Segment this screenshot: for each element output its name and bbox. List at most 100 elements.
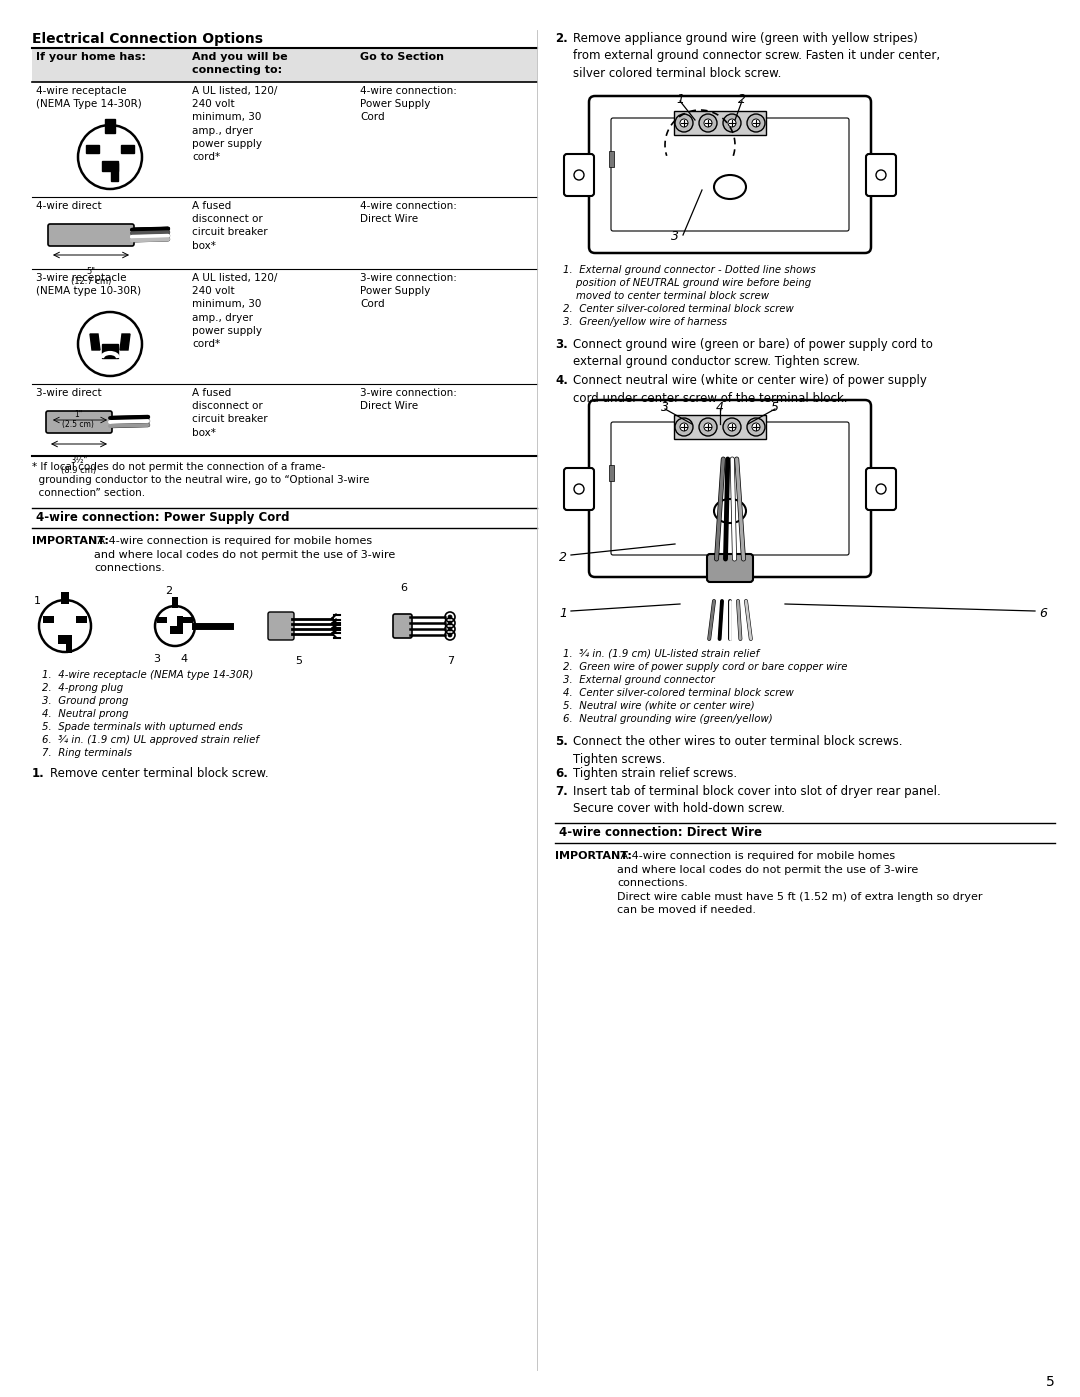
Text: 4: 4 xyxy=(716,401,724,414)
Text: 1.  4-wire receptacle (NEMA type 14-30R): 1. 4-wire receptacle (NEMA type 14-30R) xyxy=(42,671,254,680)
Polygon shape xyxy=(120,334,130,351)
Text: 2: 2 xyxy=(738,94,746,106)
Text: 4-wire direct: 4-wire direct xyxy=(36,201,102,211)
Text: * If local codes do not permit the connection of a frame-
  grounding conductor : * If local codes do not permit the conne… xyxy=(32,462,369,499)
Circle shape xyxy=(752,423,760,432)
Text: 4-wire connection: Direct Wire: 4-wire connection: Direct Wire xyxy=(559,826,762,840)
Bar xyxy=(170,626,183,634)
FancyBboxPatch shape xyxy=(48,224,134,246)
Circle shape xyxy=(704,119,712,127)
Circle shape xyxy=(747,115,765,131)
Bar xyxy=(183,617,193,623)
Text: 1.: 1. xyxy=(32,767,44,780)
Circle shape xyxy=(728,423,735,432)
Bar xyxy=(58,636,72,644)
Text: 1: 1 xyxy=(33,597,41,606)
Text: Connect ground wire (green or bare) of power supply cord to
external ground cond: Connect ground wire (green or bare) of p… xyxy=(573,338,933,369)
Bar xyxy=(102,161,118,170)
Text: 3-wire direct: 3-wire direct xyxy=(36,388,102,398)
Bar xyxy=(86,145,99,154)
Text: 4-wire connection: Power Supply Cord: 4-wire connection: Power Supply Cord xyxy=(36,511,289,524)
Ellipse shape xyxy=(714,175,746,198)
Text: 7.  Ring terminals: 7. Ring terminals xyxy=(42,747,132,759)
FancyBboxPatch shape xyxy=(564,468,594,510)
Text: A UL listed, 120/
240 volt
minimum, 30
amp., dryer
power supply
cord*: A UL listed, 120/ 240 volt minimum, 30 a… xyxy=(192,87,278,162)
Circle shape xyxy=(448,622,453,624)
Text: 1: 1 xyxy=(559,608,567,620)
Circle shape xyxy=(723,115,741,131)
Text: 4.  Center silver-colored terminal block screw: 4. Center silver-colored terminal block … xyxy=(563,687,794,698)
Circle shape xyxy=(448,627,453,631)
FancyBboxPatch shape xyxy=(589,400,870,577)
Text: 6: 6 xyxy=(1039,608,1047,620)
Text: 5: 5 xyxy=(295,657,302,666)
Text: A 4-wire connection is required for mobile homes
and where local codes do not pe: A 4-wire connection is required for mobi… xyxy=(617,851,983,915)
Text: 3-wire connection:
Direct Wire: 3-wire connection: Direct Wire xyxy=(360,388,457,411)
Text: Insert tab of terminal block cover into slot of dryer rear panel.
Secure cover w: Insert tab of terminal block cover into … xyxy=(573,785,941,816)
Text: position of NEUTRAL ground wire before being: position of NEUTRAL ground wire before b… xyxy=(563,278,811,288)
FancyBboxPatch shape xyxy=(393,615,411,638)
Text: 6.: 6. xyxy=(555,767,568,780)
Text: 4: 4 xyxy=(180,654,187,664)
Text: 3-wire connection:
Power Supply
Cord: 3-wire connection: Power Supply Cord xyxy=(360,272,457,309)
Text: 4-wire connection:
Direct Wire: 4-wire connection: Direct Wire xyxy=(360,201,457,224)
Text: Connect the other wires to outer terminal block screws.
Tighten screws.: Connect the other wires to outer termina… xyxy=(573,735,903,766)
Bar xyxy=(172,597,178,608)
Bar xyxy=(105,119,114,133)
Text: 3-wire receptacle
(NEMA type 10-30R): 3-wire receptacle (NEMA type 10-30R) xyxy=(36,272,141,296)
Text: 1"
(2.5 cm): 1" (2.5 cm) xyxy=(62,409,94,429)
Bar xyxy=(102,344,118,358)
Text: Electrical Connection Options: Electrical Connection Options xyxy=(32,32,264,46)
Text: 3.  Ground prong: 3. Ground prong xyxy=(42,696,129,705)
Text: 5.: 5. xyxy=(555,735,568,747)
Circle shape xyxy=(704,423,712,432)
Bar xyxy=(76,616,87,623)
Text: Connect neutral wire (white or center wire) of power supply
cord under center sc: Connect neutral wire (white or center wi… xyxy=(573,374,927,405)
Text: 2: 2 xyxy=(559,550,567,564)
Text: IMPORTANT:: IMPORTANT: xyxy=(555,851,632,861)
Bar xyxy=(60,592,69,604)
FancyBboxPatch shape xyxy=(589,96,870,253)
Bar xyxy=(177,616,183,634)
Text: 5.  Neutral wire (white or center wire): 5. Neutral wire (white or center wire) xyxy=(563,701,755,711)
Circle shape xyxy=(728,119,735,127)
Text: Remove center terminal block screw.: Remove center terminal block screw. xyxy=(50,767,269,780)
FancyBboxPatch shape xyxy=(611,422,849,555)
Text: 3.: 3. xyxy=(555,338,568,351)
Text: 3: 3 xyxy=(153,654,160,664)
Text: 3: 3 xyxy=(671,231,679,243)
Bar xyxy=(32,47,537,82)
Text: 2.  4-prong plug: 2. 4-prong plug xyxy=(42,683,123,693)
Circle shape xyxy=(680,119,688,127)
Text: A fused
disconnect or
circuit breaker
box*: A fused disconnect or circuit breaker bo… xyxy=(192,388,268,437)
Text: 2.  Green wire of power supply cord or bare copper wire: 2. Green wire of power supply cord or ba… xyxy=(563,662,848,672)
Bar xyxy=(609,151,615,168)
Text: 7.: 7. xyxy=(555,785,568,798)
Text: 7: 7 xyxy=(447,657,454,666)
Circle shape xyxy=(699,115,717,131)
Text: 2.: 2. xyxy=(555,32,568,45)
Text: IMPORTANT:: IMPORTANT: xyxy=(32,536,109,546)
Text: A UL listed, 120/
240 volt
minimum, 30
amp., dryer
power supply
cord*: A UL listed, 120/ 240 volt minimum, 30 a… xyxy=(192,272,278,349)
Text: 3½"
(8.9 cm): 3½" (8.9 cm) xyxy=(62,455,96,475)
Text: Go to Section: Go to Section xyxy=(360,52,444,61)
Bar xyxy=(674,415,766,439)
Text: Tighten strain relief screws.: Tighten strain relief screws. xyxy=(573,767,738,780)
Circle shape xyxy=(747,418,765,436)
Text: 5: 5 xyxy=(1047,1375,1055,1389)
Text: 6: 6 xyxy=(400,583,407,592)
Text: 5"
(12.7 cm): 5" (12.7 cm) xyxy=(71,267,111,286)
Circle shape xyxy=(448,615,453,619)
Circle shape xyxy=(448,633,453,637)
Text: 3: 3 xyxy=(661,401,669,414)
Bar xyxy=(157,617,167,623)
Text: 2: 2 xyxy=(165,585,172,597)
Bar xyxy=(674,110,766,136)
Ellipse shape xyxy=(714,499,746,522)
Circle shape xyxy=(723,418,741,436)
Text: moved to center terminal block screw: moved to center terminal block screw xyxy=(563,291,769,300)
Text: 4-wire receptacle
(NEMA Type 14-30R): 4-wire receptacle (NEMA Type 14-30R) xyxy=(36,87,141,109)
FancyBboxPatch shape xyxy=(611,117,849,231)
Text: 4-wire connection:
Power Supply
Cord: 4-wire connection: Power Supply Cord xyxy=(360,87,457,123)
Text: Remove appliance ground wire (green with yellow stripes)
from external ground co: Remove appliance ground wire (green with… xyxy=(573,32,940,80)
